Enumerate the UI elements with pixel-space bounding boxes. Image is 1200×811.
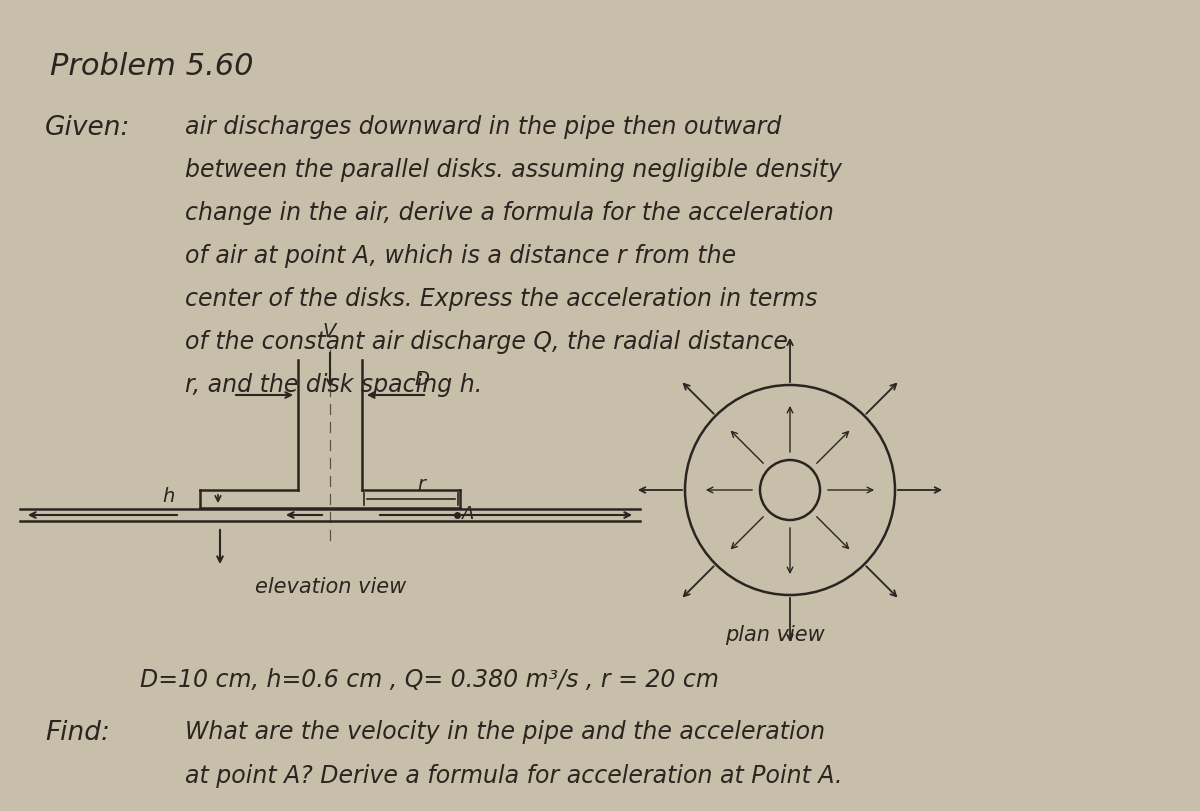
Text: D: D (414, 370, 430, 389)
Text: r, and the disk spacing h.: r, and the disk spacing h. (185, 373, 482, 397)
Text: of air at point A, which is a distance r from the: of air at point A, which is a distance r… (185, 244, 736, 268)
Text: air discharges downward in the pipe then outward: air discharges downward in the pipe then… (185, 115, 781, 139)
Text: h: h (162, 487, 174, 506)
Text: of the constant air discharge Q, the radial distance: of the constant air discharge Q, the rad… (185, 330, 788, 354)
Text: at point A? Derive a formula for acceleration at Point A.: at point A? Derive a formula for acceler… (185, 764, 842, 788)
Text: center of the disks. Express the acceleration in terms: center of the disks. Express the acceler… (185, 287, 817, 311)
Text: Problem 5.60: Problem 5.60 (50, 52, 253, 81)
Text: r: r (418, 475, 425, 494)
Text: What are the velocity in the pipe and the acceleration: What are the velocity in the pipe and th… (185, 720, 826, 744)
Text: between the parallel disks. assuming negligible density: between the parallel disks. assuming neg… (185, 158, 842, 182)
Text: D=10 cm, h=0.6 cm , Q= 0.380 m³/s , r = 20 cm: D=10 cm, h=0.6 cm , Q= 0.380 m³/s , r = … (140, 668, 719, 692)
Text: V: V (322, 322, 335, 341)
Text: change in the air, derive a formula for the acceleration: change in the air, derive a formula for … (185, 201, 834, 225)
Text: A: A (462, 505, 474, 523)
Text: Find:: Find: (46, 720, 110, 746)
Text: Given:: Given: (46, 115, 131, 141)
Text: plan view: plan view (725, 625, 824, 645)
Text: elevation view: elevation view (256, 577, 407, 597)
